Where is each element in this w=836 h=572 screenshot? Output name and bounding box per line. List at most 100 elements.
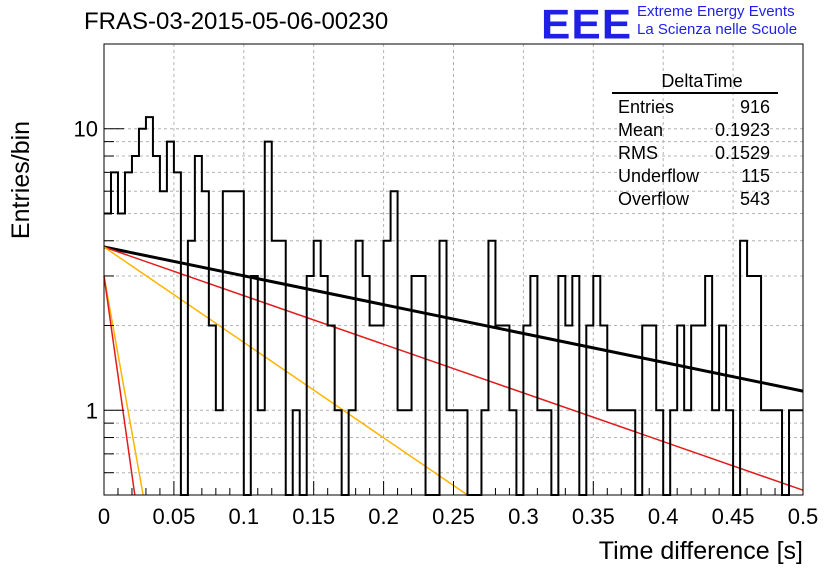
histogram-bin bbox=[377, 326, 384, 495]
tick-labels: 0 0.05 0.1 0.15 0.2 0.25 0.3 0.35 0.4 0.45 0.5 1 10 bbox=[74, 117, 819, 529]
histogram-bin bbox=[349, 410, 356, 495]
histogram-bin bbox=[447, 410, 454, 495]
histogram-bin bbox=[614, 410, 621, 495]
x-tick-label: 0.15 bbox=[292, 504, 335, 529]
histogram-bin bbox=[328, 326, 335, 495]
histogram-bin bbox=[209, 326, 216, 495]
stat-label: Entries bbox=[618, 97, 675, 117]
x-tick-label: 0.35 bbox=[572, 504, 615, 529]
histogram-bin bbox=[775, 410, 782, 495]
x-tick-label: 0.3 bbox=[508, 504, 539, 529]
histogram-bin bbox=[195, 156, 202, 495]
x-tick-label: 0.45 bbox=[712, 504, 755, 529]
fit-curve-1 bbox=[103, 245, 804, 393]
histogram-bin bbox=[754, 276, 761, 495]
histogram-bin bbox=[440, 241, 447, 495]
histogram-bin bbox=[111, 172, 118, 495]
histogram-bin bbox=[279, 241, 286, 495]
histogram-bin bbox=[656, 410, 663, 495]
histogram-bin bbox=[719, 326, 726, 495]
histogram-bin bbox=[153, 156, 160, 495]
histogram-bin bbox=[237, 191, 244, 495]
histogram-bin bbox=[586, 326, 593, 495]
stat-label: Mean bbox=[618, 120, 664, 140]
x-tick-label: 0.25 bbox=[432, 504, 475, 529]
histogram-bin bbox=[460, 410, 467, 495]
histogram-bin bbox=[712, 410, 719, 495]
histogram-bin bbox=[530, 276, 537, 495]
stat-row-entries: Entries 916 bbox=[612, 96, 778, 119]
histogram-bin bbox=[454, 410, 461, 495]
x-tick-label: 0.5 bbox=[788, 504, 819, 529]
histogram-bin bbox=[523, 326, 530, 495]
histogram-bin bbox=[356, 241, 363, 495]
logo-line-2: La Scienza nelle Scuole bbox=[637, 21, 798, 38]
histogram-bin bbox=[747, 276, 754, 495]
histogram-bin bbox=[705, 276, 712, 495]
fit-curve-5 bbox=[103, 275, 136, 496]
stat-value: 543 bbox=[739, 189, 770, 209]
stat-row-overflow: Overflow 543 bbox=[612, 188, 778, 211]
histogram-bin bbox=[363, 276, 370, 495]
histogram-bin bbox=[314, 241, 321, 495]
histogram-bin bbox=[139, 129, 146, 495]
logo-line-1: Extreme Energy Events bbox=[637, 3, 795, 20]
histogram-bars bbox=[104, 116, 803, 496]
histogram-bin bbox=[293, 410, 300, 495]
x-axis-label: Time difference [s] bbox=[599, 537, 803, 565]
histogram-bin bbox=[649, 326, 656, 495]
histogram-bin bbox=[544, 410, 551, 495]
y-axis-label: Entries/bin bbox=[7, 121, 35, 239]
histogram-bin bbox=[670, 410, 677, 495]
histogram-bin bbox=[481, 410, 488, 495]
stat-label: RMS bbox=[618, 143, 658, 163]
histogram-bin bbox=[572, 276, 579, 495]
histogram-bin bbox=[768, 410, 775, 495]
histogram-bin bbox=[621, 410, 628, 495]
histogram-bin bbox=[628, 410, 635, 495]
histogram-bin bbox=[391, 191, 398, 495]
histogram-bin bbox=[272, 241, 279, 495]
axis-ticks bbox=[103, 43, 804, 496]
x-tick-label: 0.4 bbox=[648, 504, 679, 529]
y-tick-label: 1 bbox=[86, 398, 98, 423]
histogram-bin bbox=[335, 410, 342, 495]
histogram-bin bbox=[174, 172, 181, 495]
fit-curve-2 bbox=[103, 246, 804, 491]
stat-row-rms: RMS 0.1529 bbox=[612, 142, 778, 165]
histogram-bin bbox=[104, 213, 111, 495]
stats-box: DeltaTime Entries 916 Mean 0.1923 RMS 0.152… bbox=[612, 70, 778, 211]
histogram-bin bbox=[698, 326, 705, 495]
histogram-bin bbox=[167, 142, 174, 495]
histogram-bin bbox=[565, 326, 572, 495]
histogram-bin bbox=[265, 142, 272, 495]
chart-title: FRAS-03-2015-05-06-00230 bbox=[84, 8, 389, 35]
histogram-bin bbox=[740, 241, 747, 495]
histogram-bin bbox=[412, 276, 419, 495]
histogram-bin bbox=[419, 276, 426, 495]
histogram-bin bbox=[789, 410, 796, 495]
histogram-bin bbox=[202, 191, 209, 495]
histogram-bin bbox=[251, 276, 258, 495]
histogram-bin bbox=[307, 276, 314, 495]
histogram-bin bbox=[726, 410, 733, 495]
stat-row-mean: Mean 0.1923 bbox=[612, 119, 778, 142]
x-tick-label: 0.2 bbox=[368, 504, 399, 529]
histogram-bin bbox=[223, 191, 230, 495]
stat-row-underflow: Underflow 115 bbox=[612, 165, 778, 188]
histogram-bin bbox=[691, 326, 698, 495]
histogram-bin bbox=[405, 410, 412, 495]
histogram-bin bbox=[230, 191, 237, 495]
histogram-bin bbox=[132, 156, 139, 495]
histogram-bin bbox=[398, 410, 405, 495]
histogram-bin bbox=[600, 326, 607, 495]
histogram-bin bbox=[761, 410, 768, 495]
stat-value: 0.1529 bbox=[714, 143, 770, 163]
stat-value: 0.1923 bbox=[714, 120, 770, 140]
histogram-bin bbox=[677, 326, 684, 495]
histogram-bin bbox=[558, 276, 565, 495]
histogram-bin bbox=[488, 241, 495, 495]
histogram-bin bbox=[684, 410, 691, 495]
histogram-bin bbox=[509, 410, 516, 495]
histogram-bin bbox=[796, 410, 803, 495]
